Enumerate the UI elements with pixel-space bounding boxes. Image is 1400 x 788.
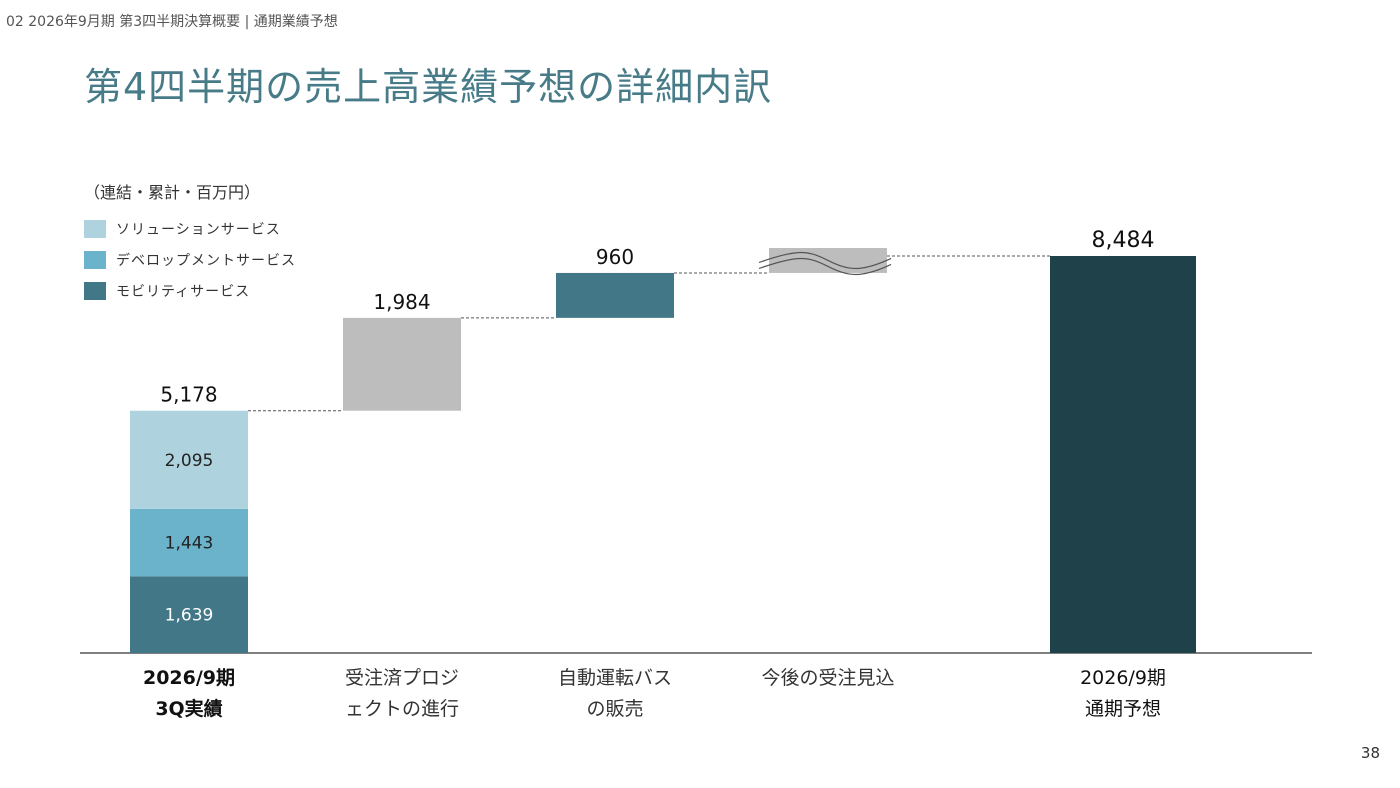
category-label-full-year-forecast-2: 通期予想 [1085, 698, 1161, 720]
legend-swatch-development [84, 251, 106, 269]
page-title: 第4四半期の売上高業績予想の詳細内訳 [84, 65, 773, 109]
units-label: （連結・累計・百万円） [84, 183, 261, 202]
category-label-projects-in-progress-2: ェクトの進行 [345, 698, 459, 720]
data-label-projects-in-progress: 1,984 [373, 290, 430, 314]
data-label-mobility: 1,639 [165, 606, 214, 626]
data-label-development: 1,443 [165, 534, 214, 554]
category-label-3q-actual-1: 2026/9期 [143, 667, 235, 689]
legend-item-development: デベロップメントサービス [84, 250, 296, 270]
category-label-bus-sales-2: の販売 [586, 698, 643, 720]
break-mark-line-2 [758, 257, 892, 275]
legend-item-mobility: モビリティサービス [84, 281, 296, 301]
data-label-start-total: 5,178 [160, 383, 217, 407]
category-label-full-year-forecast-1: 2026/9期 [1080, 667, 1166, 689]
category-label-projects-in-progress-1: 受注済プロジ [345, 667, 459, 689]
data-label-total: 8,484 [1092, 228, 1155, 253]
bar-total [1050, 256, 1196, 653]
legend-label-mobility: モビリティサービス [116, 284, 251, 300]
legend: ソリューションサービス デベロップメントサービス モビリティサービス [84, 219, 296, 312]
legend-swatch-solution [84, 220, 106, 238]
bar-segment-development [130, 508, 248, 577]
data-label-solution: 2,095 [165, 451, 214, 471]
bar-segment-mobility [130, 576, 248, 653]
page-number: 38 [1360, 744, 1380, 762]
category-label-future-orders-1: 今後の受注見込 [761, 667, 894, 689]
legend-swatch-mobility [84, 282, 106, 300]
bar-segment-solution [130, 410, 248, 509]
data-label-bus-sales: 960 [596, 245, 634, 269]
category-label-3q-actual-2: 3Q実績 [155, 697, 222, 720]
legend-item-solution: ソリューションサービス [84, 219, 296, 239]
bar-projects-in-progress [343, 317, 461, 411]
bar-bus-sales [556, 272, 674, 318]
breadcrumb: 02 2026年9月期 第3四半期決算概要 | 通期業績予想 [6, 14, 338, 30]
break-mark-line-1 [758, 251, 892, 269]
legend-label-solution: ソリューションサービス [116, 222, 281, 238]
category-label-bus-sales-1: 自動運転バス [558, 667, 672, 689]
legend-label-development: デベロップメントサービス [116, 253, 296, 269]
